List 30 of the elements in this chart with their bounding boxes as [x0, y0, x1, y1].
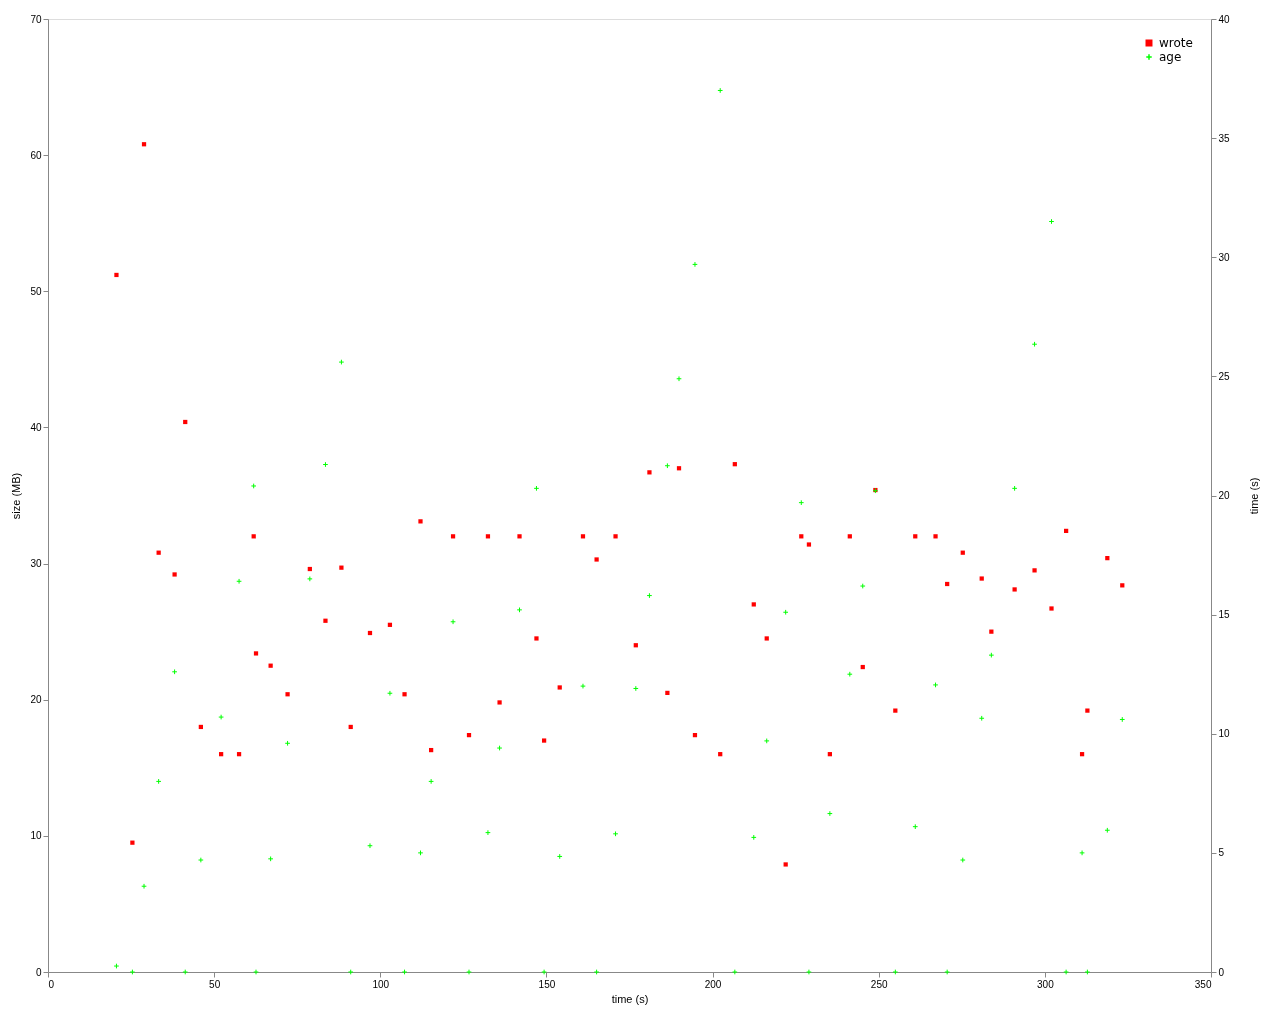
- x-tick-label: 50: [209, 978, 221, 990]
- x-tick-label: 300: [1037, 978, 1055, 990]
- y2-tick-label: 15: [1218, 609, 1231, 621]
- y-tick-label: 0: [35, 966, 42, 978]
- y2-tick-label: 5: [1218, 847, 1225, 859]
- y2-axis-title: time (s): [1247, 477, 1260, 515]
- x-tick-label: 100: [372, 978, 390, 990]
- y-tick-label: 40: [30, 421, 42, 433]
- x-tick-label: 150: [538, 978, 556, 990]
- y-tick-label: 60: [30, 149, 42, 161]
- y2-tick-label: 25: [1218, 370, 1231, 382]
- x-tick-label: 200: [704, 978, 722, 990]
- y2-tick-label: 30: [1218, 251, 1231, 263]
- y-tick-label: 70: [30, 13, 42, 25]
- y2-tick-label: 0: [1218, 966, 1225, 978]
- legend-label: wrote: [1159, 36, 1193, 50]
- x-tick-label: 250: [870, 978, 888, 990]
- y-axis-title: size (MB): [10, 472, 23, 520]
- y2-tick-label: 10: [1218, 728, 1231, 740]
- y-tick-label: 30: [30, 558, 42, 570]
- x-tick-label: 0: [48, 978, 55, 990]
- y-tick-label: 10: [30, 830, 42, 842]
- y2-tick-label: 35: [1218, 132, 1231, 144]
- legend-label: age: [1159, 50, 1182, 64]
- x-axis-title: time (s): [611, 992, 649, 1005]
- y2-tick-label: 20: [1218, 490, 1231, 501]
- y-tick-label: 20: [30, 694, 42, 706]
- x-tick-label: 350: [1194, 978, 1212, 990]
- y-tick-label: 50: [30, 285, 42, 297]
- y2-tick-label: 40: [1218, 13, 1231, 25]
